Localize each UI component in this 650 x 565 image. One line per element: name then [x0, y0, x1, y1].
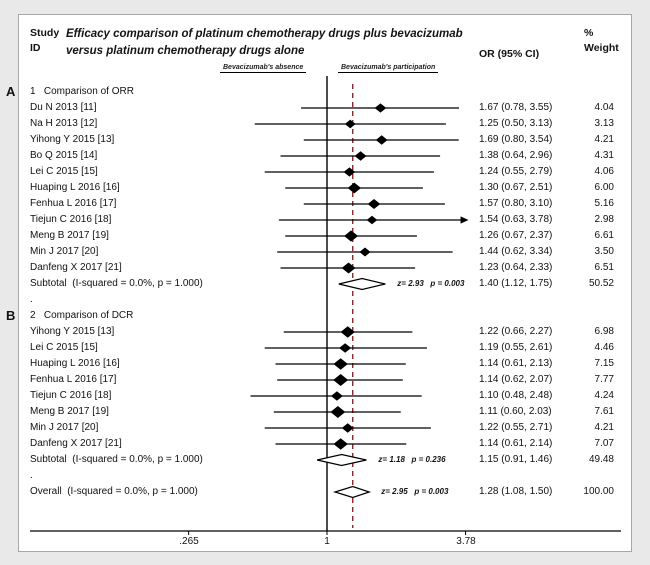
study-label: Lei C 2015 [15] [30, 166, 98, 177]
study-label: Tiejun C 2016 [18] [30, 214, 112, 225]
weight-value: 4.04 [594, 102, 614, 113]
study-label: Tiejun C 2016 [18] [30, 390, 112, 401]
study-label: Yihong Y 2015 [13] [30, 134, 115, 145]
or-ci-value: 1.24 (0.55, 2.79) [479, 166, 553, 177]
weight-value: 6.98 [594, 326, 614, 337]
or-ci-value: 1.10 (0.48, 2.48) [479, 390, 553, 401]
or-ci-value: 1.69 (0.80, 3.54) [479, 134, 553, 145]
panel-label-a: A [6, 84, 16, 99]
x-tick-label-left: .265 [179, 536, 199, 547]
study-label: Huaping L 2016 [16] [30, 182, 120, 193]
z-p-annotation: z= 2.95 p = 0.003 [381, 487, 449, 496]
panel-label-b: B [6, 308, 16, 323]
subtotal-label: Subtotal (I-squared = 0.0%, p = 1.000) [30, 278, 203, 289]
x-tick-label-center: 1 [324, 536, 330, 547]
or-ci-value: 1.22 (0.66, 2.27) [479, 326, 553, 337]
or-ci-value: 1.54 (0.63, 3.78) [479, 214, 553, 225]
study-label: Yihong Y 2015 [13] [30, 326, 115, 337]
figure-title: Efficacy comparison of platinum chemothe… [66, 28, 463, 58]
or-ci-value: 1.30 (0.67, 2.51) [479, 182, 553, 193]
or-ci-value: 1.25 (0.50, 3.13) [479, 118, 553, 129]
study-label: Bo Q 2015 [14] [30, 150, 98, 161]
weight-value: 4.31 [594, 150, 614, 161]
weight-value: 7.77 [594, 374, 614, 385]
or-ci-value: 1.11 (0.60, 2.03) [479, 406, 552, 417]
study-label: Fenhua L 2016 [17] [30, 374, 117, 385]
weight-value: 50.52 [588, 278, 614, 289]
study-label: Min J 2017 [20] [30, 422, 99, 433]
study-label: Meng B 2017 [19] [30, 230, 109, 241]
weight-value: 4.24 [594, 390, 614, 401]
study-label: Min J 2017 [20] [30, 246, 99, 257]
or-ci-value: 1.14 (0.61, 2.13) [479, 358, 553, 369]
or-ci-value: 1.23 (0.64, 2.33) [479, 262, 553, 273]
weight-value: 7.61 [594, 406, 614, 417]
spacer-dot: . [30, 470, 33, 481]
z-p-annotation: z= 1.18 p = 0.236 [378, 455, 446, 464]
study-label: Fenhua L 2016 [17] [30, 198, 117, 209]
weight-value: 6.00 [594, 182, 614, 193]
column-header-or-ci: OR (95% CI) [479, 48, 540, 60]
study-label: Huaping L 2016 [16] [30, 358, 120, 369]
or-ci-value: 1.44 (0.62, 3.34) [479, 246, 553, 257]
or-ci-value: 1.67 (0.78, 3.55) [479, 102, 553, 113]
weight-value: 6.51 [594, 262, 614, 273]
weight-value: 100.00 [583, 486, 614, 497]
section-heading: 1 Comparison of ORR [30, 86, 134, 97]
weight-value: 7.15 [594, 358, 614, 369]
x-tick-label-right: 3.78 [456, 536, 476, 547]
or-ci-value: 1.14 (0.61, 2.14) [479, 438, 553, 449]
z-p-annotation: z= 2.93 p = 0.003 [397, 279, 465, 288]
or-ci-value: 1.22 (0.55, 2.71) [479, 422, 553, 433]
weight-value: 7.07 [594, 438, 614, 449]
subtotal-label: Subtotal (I-squared = 0.0%, p = 1.000) [30, 454, 203, 465]
study-label: Na H 2013 [12] [30, 118, 98, 129]
or-ci-value: 1.26 (0.67, 2.37) [479, 230, 553, 241]
study-label: Danfeng X 2017 [21] [30, 262, 122, 273]
or-ci-value: 1.15 (0.91, 1.46) [479, 454, 553, 465]
spacer-dot: . [30, 294, 33, 305]
study-label: Lei C 2015 [15] [30, 342, 98, 353]
or-ci-value: 1.57 (0.80, 3.10) [479, 198, 553, 209]
weight-value: 4.21 [594, 422, 614, 433]
weight-value: 5.16 [594, 198, 614, 209]
study-label: Du N 2013 [11] [30, 102, 97, 113]
weight-value: 3.50 [594, 246, 614, 257]
or-ci-value: 1.38 (0.64, 2.96) [479, 150, 553, 161]
weight-value: 6.61 [594, 230, 614, 241]
weight-value: 49.48 [588, 454, 614, 465]
weight-value: 4.46 [594, 342, 614, 353]
weight-value: 4.06 [594, 166, 614, 177]
study-label: Danfeng X 2017 [21] [30, 438, 122, 449]
study-label: Meng B 2017 [19] [30, 406, 109, 417]
section-heading: 2 Comparison of DCR [30, 310, 134, 321]
column-header-weight: % Weight [584, 27, 619, 55]
weight-value: 2.98 [594, 214, 614, 225]
or-ci-value: 1.28 (1.08, 1.50) [479, 486, 553, 497]
axis-annotation-bevacizumab-participation: Bevacizumab's participation [338, 64, 439, 73]
weight-value: 3.13 [594, 118, 614, 129]
axis-annotation-bevacizumab-absence: Bevacizumab's absence [220, 64, 307, 73]
or-ci-value: 1.19 (0.55, 2.61) [479, 342, 553, 353]
or-ci-value: 1.40 (1.12, 1.75) [479, 278, 553, 289]
overall-label: Overall (I-squared = 0.0%, p = 1.000) [30, 486, 198, 497]
or-ci-value: 1.14 (0.62, 2.07) [479, 374, 553, 385]
column-header-study-id: Study ID [30, 27, 60, 55]
weight-value: 4.21 [594, 134, 614, 145]
